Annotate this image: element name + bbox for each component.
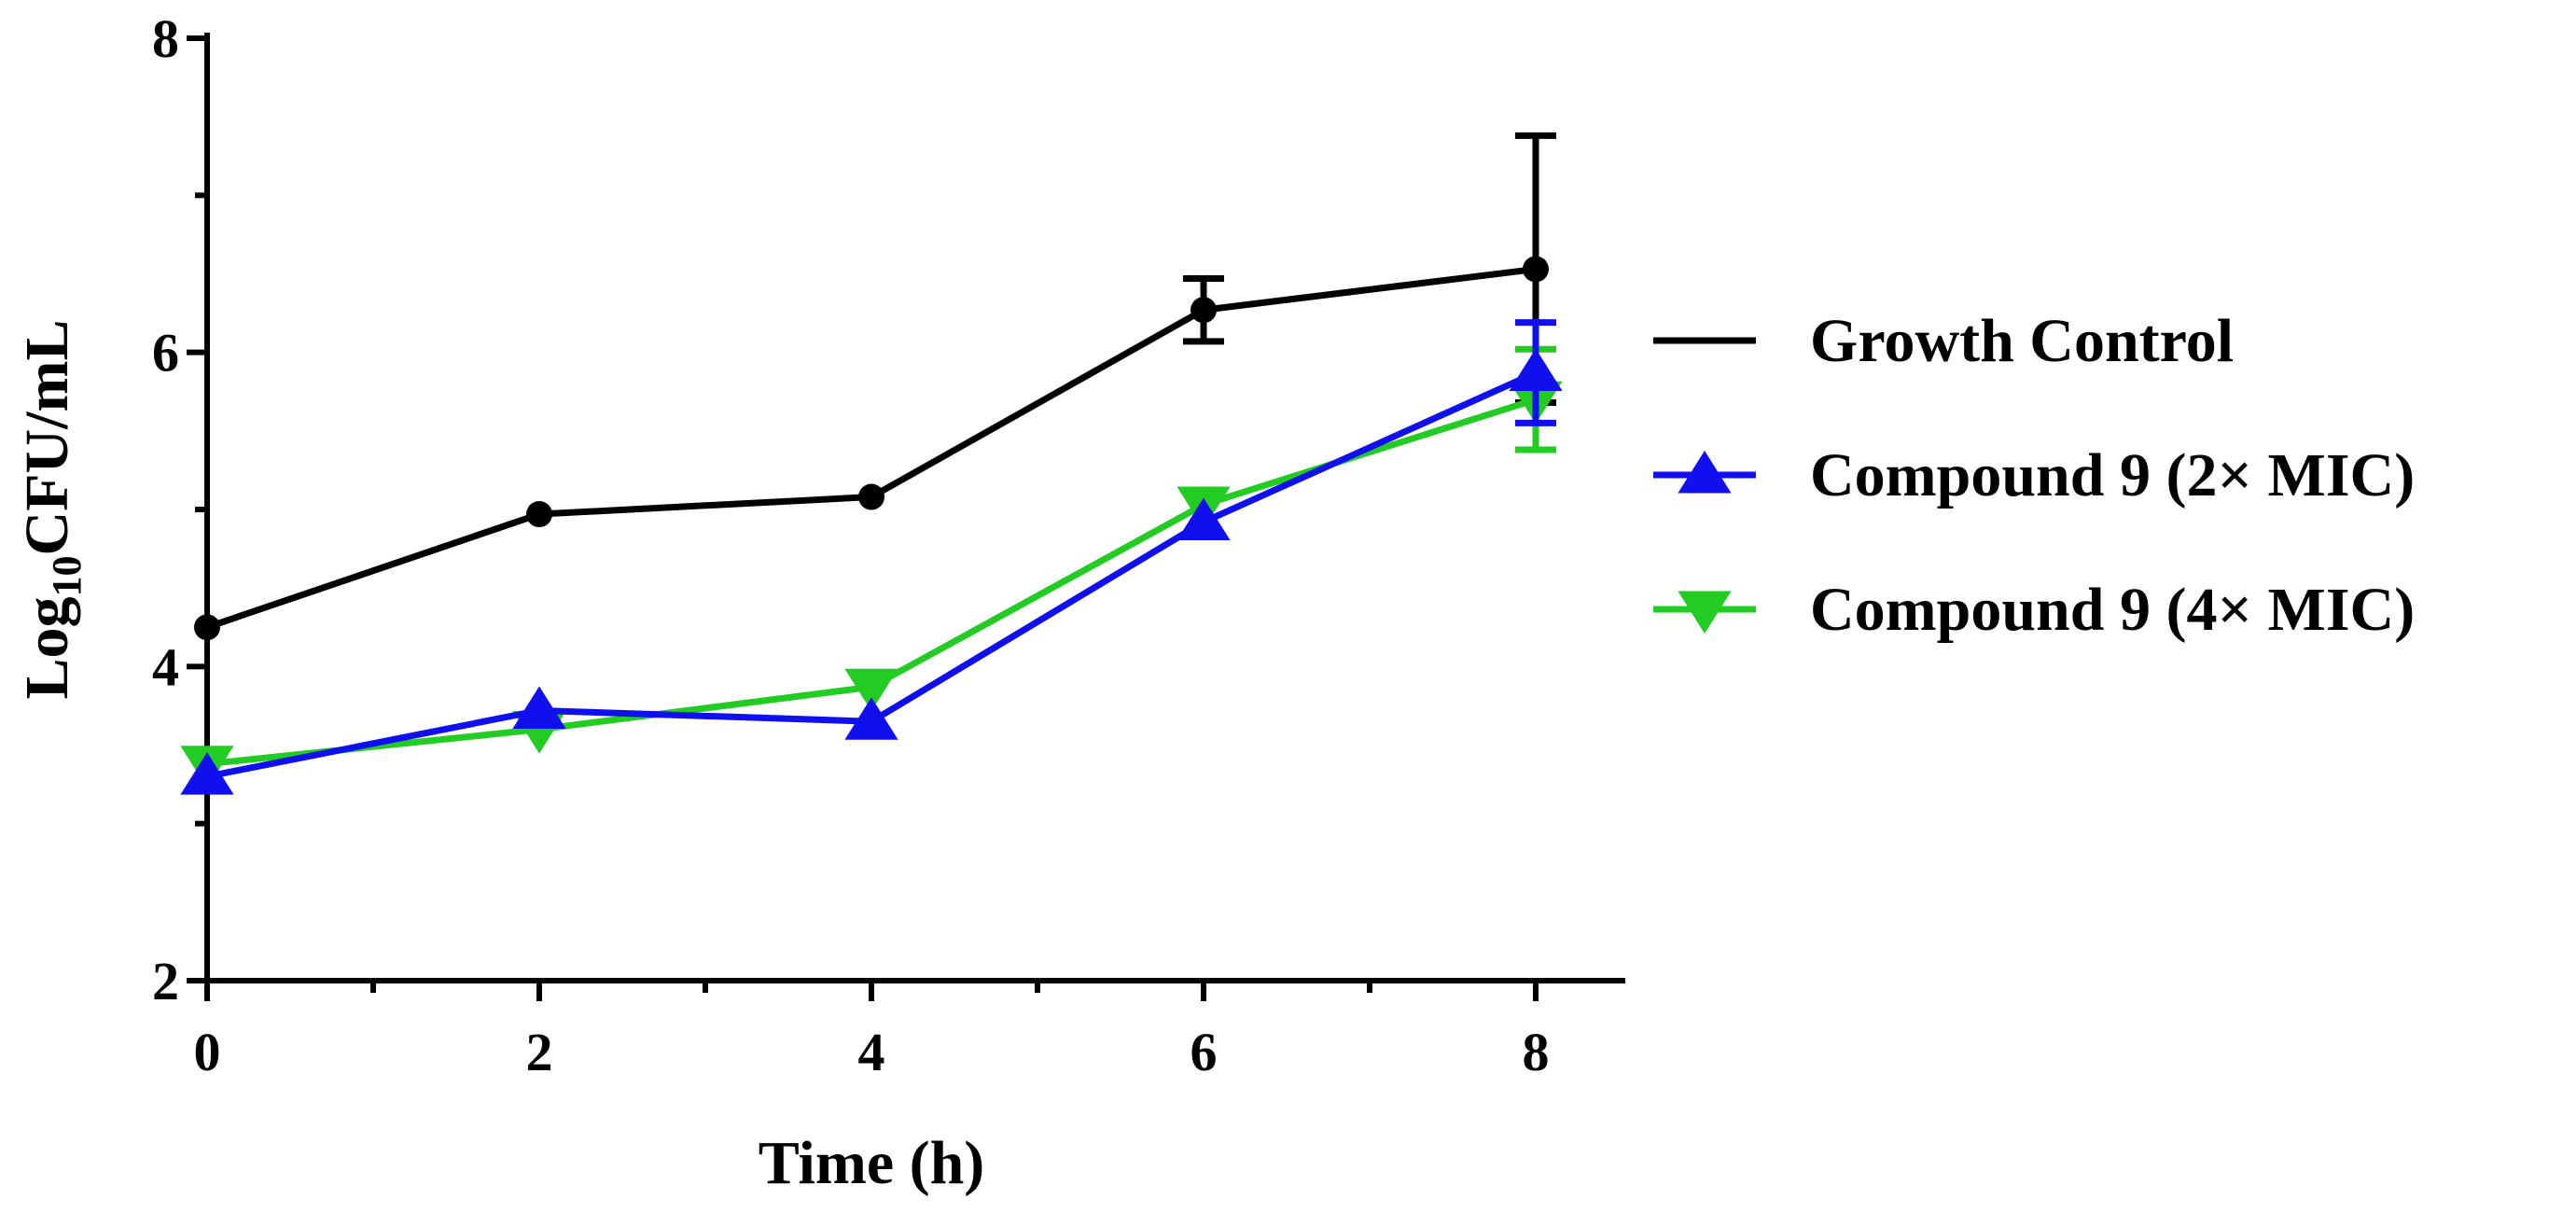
- legend-label: Compound 9 (4× MIC): [1810, 576, 2415, 644]
- x-tick-label: 4: [858, 1022, 885, 1082]
- legend-swatch-marker: [1678, 591, 1732, 634]
- y-tick-label: 6: [152, 323, 179, 383]
- y-tick-label: 2: [152, 951, 179, 1011]
- series-growth-control: [194, 132, 1556, 641]
- series-layer: [180, 132, 1563, 795]
- legend-label: Compound 9 (2× MIC): [1810, 441, 2415, 509]
- data-point: [526, 501, 552, 528]
- legend-swatch-marker: [1678, 451, 1732, 494]
- data-point: [512, 686, 566, 729]
- legend-item-growth-control: Growth Control: [1653, 307, 2234, 375]
- data-point: [858, 483, 884, 510]
- legend-item-compound-9-4-mic: Compound 9 (4× MIC): [1653, 576, 2415, 644]
- x-tick-label: 2: [526, 1022, 553, 1082]
- y-axis-title: Log10CFU/mL: [13, 319, 90, 699]
- data-point: [180, 752, 234, 795]
- y-tick-label: 8: [152, 8, 179, 69]
- legend-item-compound-9-2-mic: Compound 9 (2× MIC): [1653, 441, 2415, 509]
- data-point: [1509, 348, 1563, 392]
- x-tick-label: 0: [194, 1022, 221, 1082]
- x-ticks: 0 2 4 6 8: [194, 981, 1550, 1082]
- y-tick-label: 4: [152, 636, 179, 697]
- y-ticks: 2 4 6 8: [152, 8, 207, 1011]
- series-compound-9-2-mic: [180, 319, 1563, 795]
- x-tick-label: 8: [1523, 1022, 1550, 1082]
- y-axis-title-subscript: 10: [44, 555, 90, 596]
- y-axis-title-suffix: CFU/mL: [13, 319, 81, 555]
- data-point: [194, 614, 220, 641]
- data-point: [1177, 497, 1231, 540]
- data-point: [1191, 297, 1217, 324]
- x-axis-title: Time (h): [759, 1129, 985, 1197]
- series-line: [205, 265, 1537, 631]
- data-point: [844, 697, 898, 740]
- data-point: [844, 668, 898, 712]
- y-axis-title-prefix: Log: [13, 596, 81, 699]
- legend: Growth Control Compound 9 (2× MIC) Compoun…: [1653, 307, 2415, 644]
- data-point: [1523, 256, 1549, 283]
- x-tick-label: 6: [1191, 1022, 1218, 1082]
- legend-label: Growth Control: [1810, 307, 2234, 375]
